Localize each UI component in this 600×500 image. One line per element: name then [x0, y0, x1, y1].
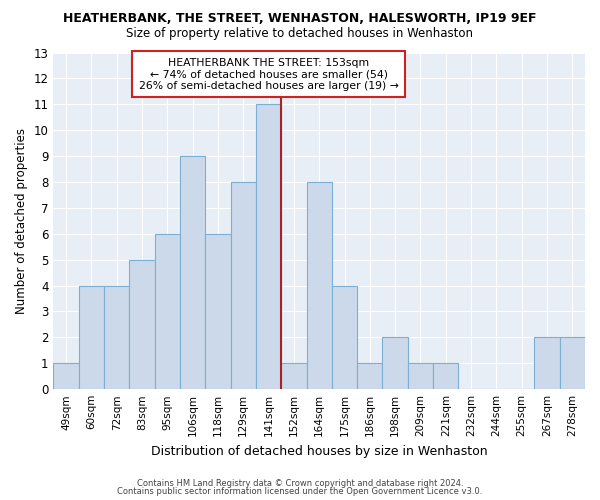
Text: Size of property relative to detached houses in Wenhaston: Size of property relative to detached ho…	[127, 28, 473, 40]
Text: HEATHERBANK THE STREET: 153sqm
← 74% of detached houses are smaller (54)
26% of : HEATHERBANK THE STREET: 153sqm ← 74% of …	[139, 58, 398, 91]
Bar	[332, 286, 357, 389]
Bar	[433, 364, 458, 389]
Text: Contains HM Land Registry data © Crown copyright and database right 2024.: Contains HM Land Registry data © Crown c…	[137, 478, 463, 488]
Bar	[535, 338, 560, 389]
X-axis label: Distribution of detached houses by size in Wenhaston: Distribution of detached houses by size …	[151, 444, 488, 458]
Bar	[230, 182, 256, 389]
Bar	[53, 364, 79, 389]
Bar	[155, 234, 180, 389]
Bar	[357, 364, 382, 389]
Bar	[560, 338, 585, 389]
Bar	[382, 338, 408, 389]
Bar	[104, 286, 130, 389]
Text: Contains public sector information licensed under the Open Government Licence v3: Contains public sector information licen…	[118, 487, 482, 496]
Bar	[256, 104, 281, 389]
Bar	[130, 260, 155, 389]
Bar	[307, 182, 332, 389]
Bar	[408, 364, 433, 389]
Y-axis label: Number of detached properties: Number of detached properties	[15, 128, 28, 314]
Text: HEATHERBANK, THE STREET, WENHASTON, HALESWORTH, IP19 9EF: HEATHERBANK, THE STREET, WENHASTON, HALE…	[63, 12, 537, 26]
Bar	[79, 286, 104, 389]
Bar	[281, 364, 307, 389]
Bar	[180, 156, 205, 389]
Bar	[205, 234, 230, 389]
